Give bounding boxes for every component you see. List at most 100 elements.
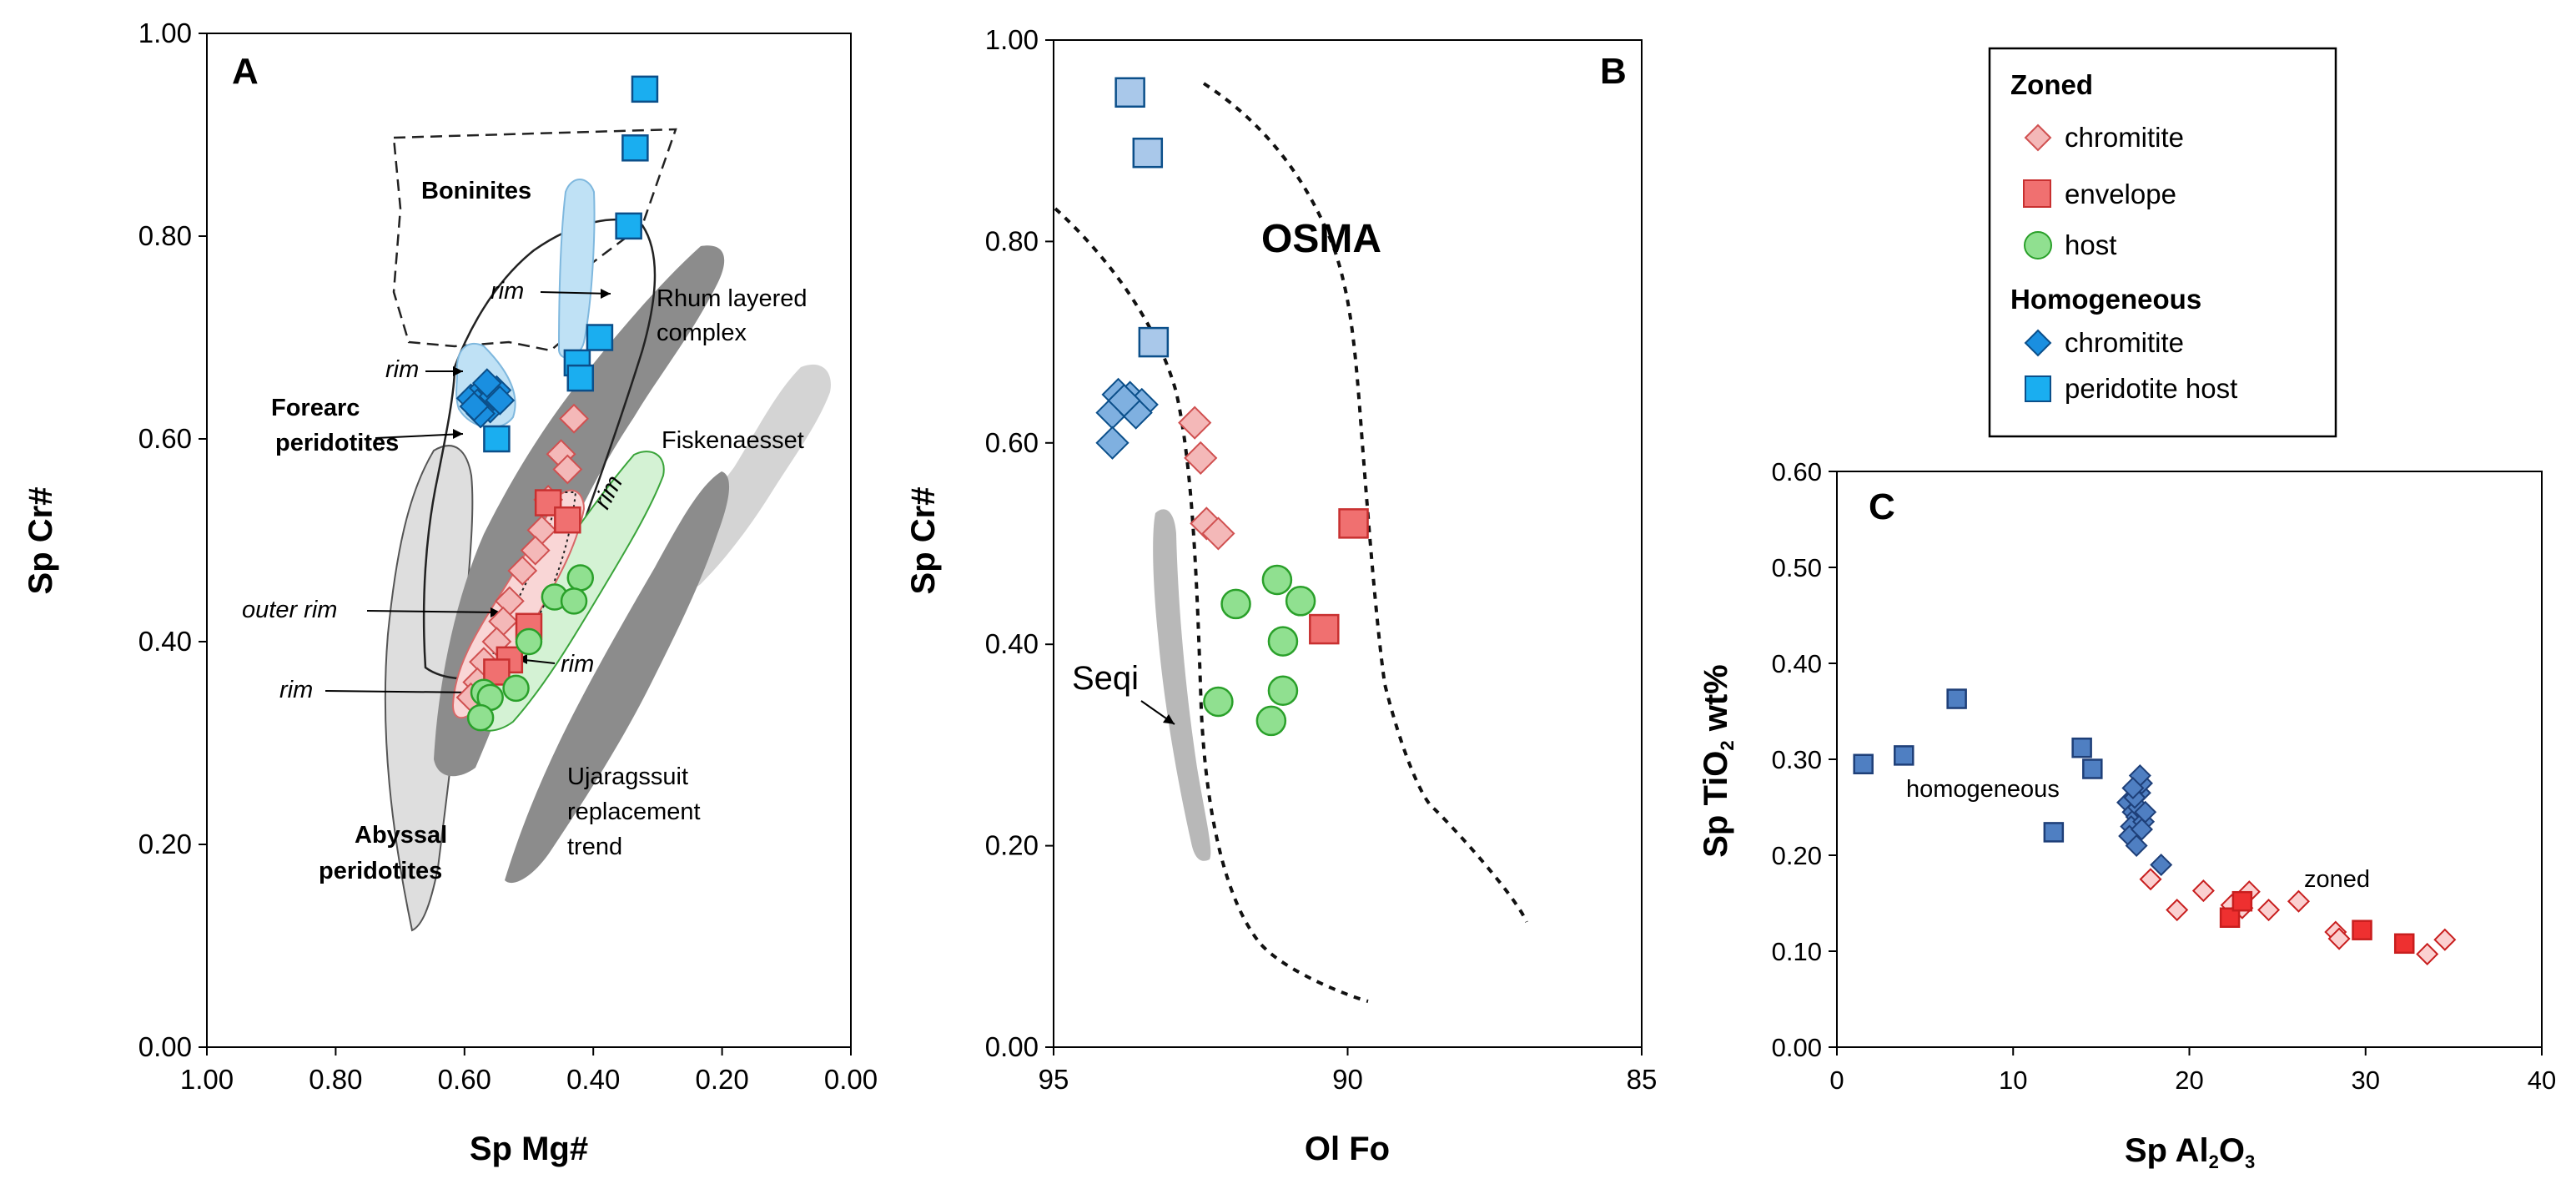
abyssal-label-line2: peridotites [319,858,442,884]
y-tick-label: 0.40 [138,626,192,657]
zoned-envelope-point [2231,890,2253,912]
panel-b-letter: B [1600,51,1627,92]
zoned-chromitite-point [1201,516,1235,551]
y-tick-label: 0.80 [985,225,1039,256]
legend-homog-host-marker [2025,375,2051,402]
legend: Zoned chromitite envelope host Homogeneo… [1988,47,2337,438]
zoned-chromitite-point [1184,441,1218,476]
x-tick-label: 0 [1829,1066,1844,1095]
panel-a-ylabel: Sp Cr# [23,487,59,595]
homogeneous-peridotite-host-point [1894,745,1914,766]
x-tick-label: 85 [1627,1064,1658,1095]
legend-zoned-chromitite-marker [2024,123,2052,152]
homogeneous-chromitite-point [2121,776,2145,800]
x-tick-label: 10 [1999,1066,2027,1095]
panel-b-ylabel: Sp Cr# [905,487,942,595]
homogeneous-chromitite-point [471,368,502,399]
panel-b-plot-area [1053,39,1643,1048]
panel-c-plot-area [1836,471,2543,1048]
zoned-host-point [1261,564,1293,596]
y-tick-label: 0.10 [1772,937,1822,966]
y-tick-label: 0.40 [1772,649,1822,678]
y-tick-label: 0.50 [1772,553,1822,582]
zoned-envelope-point [2352,919,2372,940]
y-tick-label: 0.00 [1772,1033,1822,1062]
x-tick-label: 0.40 [566,1064,620,1095]
legend-homog-host-label: peridotite host [2065,373,2237,404]
abyssal-label-line1: Abyssal [355,822,447,849]
y-tick-label: 0.30 [1772,745,1822,774]
homogeneous-chromitite-point [2130,818,2153,841]
homogeneous-chromitite-point [1095,426,1130,460]
zoned-envelope-point [2393,933,2415,955]
panel-a-axes: 0.00 0.20 0.40 0.60 0.80 1.00 1.00 0.80 0.60 0.40… [138,18,878,1095]
zoned-chromitite-point [2433,928,2457,951]
legend-zoned-host-label: host [2065,229,2116,260]
zoned-host-point [1267,626,1299,657]
zoned-chromitite-point [1178,406,1212,440]
zoned-host-point [1267,675,1299,706]
zoned-host-point [1285,586,1316,617]
homogeneous-host-field [557,179,596,359]
homogeneous-peridotite-host-point [631,75,659,103]
panel-c-ylabel-sub: 2 [1717,740,1738,750]
y-tick-label: 0.20 [1772,841,1822,870]
homogeneous-peridotite-host-point [1132,137,1164,169]
panel-c-xlabel: Sp Al2O3 [2125,1132,2255,1172]
panel-c-points [1853,688,2457,965]
panel-c-xlabel-mid: O [2219,1132,2245,1169]
homogeneous-peridotite-host-point [483,425,511,453]
panel-c-axes: 0.00 0.10 0.20 0.30 0.40 0.50 0.60 0 10 20 30 40 [1772,457,2557,1095]
y-tick-label: 0.20 [985,830,1039,861]
seqi-label: Seqi [1072,660,1139,697]
zoned-annotation: zoned [2304,866,2370,893]
rhum-label-line1: Rhum layered [657,285,808,312]
legend-zoned-title: Zoned [2010,69,2093,100]
rim-label-4: rim [561,651,594,678]
zoned-host-point [466,703,495,732]
y-tick-label: 0.40 [985,628,1039,659]
homogeneous-peridotite-host-point [621,134,649,162]
panel-b: OSMA Seqi B 0.00 0.20 0.40 0.60 0.80 1.00 95 90… [905,24,1657,1167]
boninites-field [392,128,677,352]
homogeneous-annotation: homogeneous [1906,776,2060,803]
homogeneous-peridotite-host-point [2082,758,2103,779]
zoned-host-point [566,564,595,592]
panel-b-axes: 0.00 0.20 0.40 0.60 0.80 1.00 95 90 85 [985,24,1658,1095]
x-tick-label: 0.00 [824,1064,878,1095]
x-tick-label: 40 [2528,1066,2556,1095]
legend-homog-title: Homogeneous [2010,284,2201,315]
rim-label-2: rim [385,356,419,383]
zoned-chromitite-point [559,403,589,434]
zoned-host-point [1220,588,1251,620]
legend-zoned-envelope-label: envelope [2065,179,2176,209]
rim-label-1: rim [491,278,524,305]
x-tick-label: 1.00 [180,1064,234,1095]
zoned-chromitite-point [2166,899,2189,922]
y-tick-label: 0.80 [138,220,192,251]
zoned-envelope-point [1309,613,1340,645]
homogeneous-peridotite-host-point [2043,822,2065,843]
zoned-chromitite-point [2287,889,2310,913]
panel-a: Boninites Rhum layered complex Forearc p… [23,18,878,1167]
zoned-chromitite-point [2191,879,2215,903]
y-tick-label: 0.60 [985,427,1039,458]
homogeneous-peridotite-host-point [1114,77,1145,108]
panel-c-letter: C [1869,486,1895,527]
panel-c-ylabel-tail: wt% [1698,664,1734,740]
boninites-label: Boninites [421,178,531,204]
homogeneous-chromitite-point [2125,834,2148,858]
legend-zoned-host-marker [2024,231,2052,259]
x-tick-label: 0.80 [309,1064,362,1095]
zoned-host-point [515,627,543,656]
zoned-host-point [502,674,530,703]
zoned-envelope-point [2219,907,2241,928]
rhum-label-line2: complex [657,320,747,346]
zoned-chromitite-point [552,454,583,485]
panel-c: C homogeneous zoned 0.00 0.10 0.20 0.30 0.40… [1698,457,2556,1172]
ujaragssuit-label-line2: replacement [567,799,701,825]
homogeneous-chromitite-point [485,385,516,416]
homogeneous-peridotite-host-point [2071,737,2092,758]
zoned-host-point [1203,686,1234,718]
panel-c-xlabel-main: Sp Al [2125,1132,2209,1169]
